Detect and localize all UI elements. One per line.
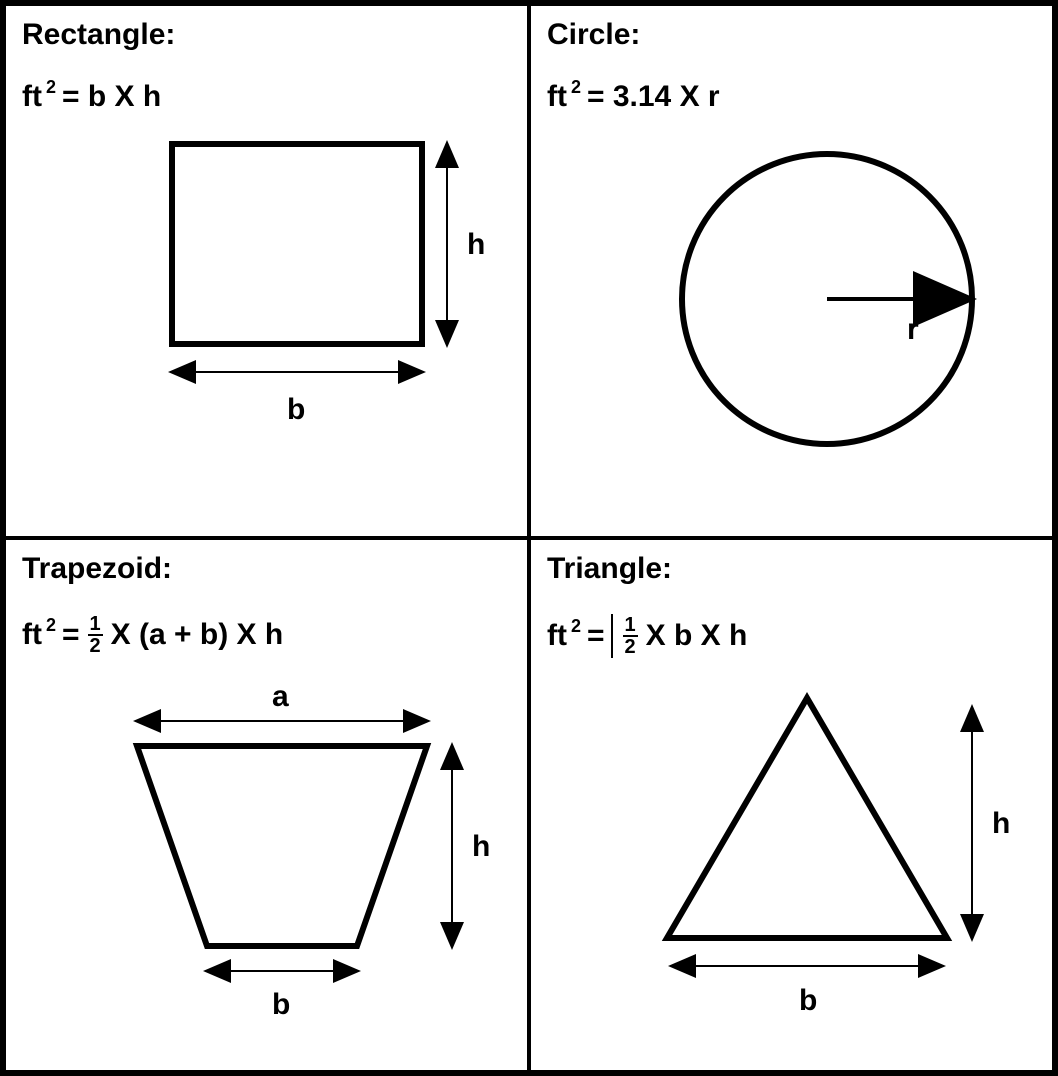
formula-rest: = 3.14 X r [587, 80, 720, 114]
label-b: b [272, 988, 290, 1021]
formula-rectangle: ft2 = b X h [22, 80, 511, 114]
shape-circle: r [547, 124, 1036, 474]
cell-rectangle: Rectangle: ft2 = b X h h [4, 4, 529, 538]
formula-circle: ft2 = 3.14 X r [547, 80, 1036, 114]
label-h: h [467, 228, 485, 261]
label-h: h [992, 807, 1010, 840]
label-b: b [287, 393, 305, 426]
formula-ft: ft [547, 619, 567, 653]
bar-icon [611, 614, 613, 658]
formula-rest: X (a + b) X h [111, 618, 284, 652]
triangle-shape [667, 698, 947, 938]
formula-ft: ft [547, 80, 567, 114]
formula-triangle: ft2 = 1 2 X b X h [547, 614, 1036, 658]
rectangle-svg: h b [22, 124, 522, 474]
title-rectangle: Rectangle: [22, 18, 511, 52]
frac-num: 1 [623, 615, 638, 637]
circle-svg: r [547, 124, 1047, 474]
label-h: h [472, 830, 490, 863]
formula-rest: X b X h [646, 619, 748, 653]
formula-ft: ft [22, 80, 42, 114]
cell-trapezoid: Trapezoid: ft2 = 1 2 X (a + b) X h [4, 538, 529, 1072]
formula-eq: = [62, 618, 80, 652]
title-circle: Circle: [547, 18, 1036, 52]
shape-triangle: h b [547, 668, 1036, 1018]
formula-grid: Rectangle: ft2 = b X h h [0, 0, 1058, 1076]
formula-rest: = b X h [62, 80, 161, 114]
shape-trapezoid: a h b [22, 666, 511, 1016]
title-triangle: Triangle: [547, 552, 1036, 586]
formula-eq: = [587, 619, 605, 653]
label-b: b [799, 984, 817, 1017]
frac-den: 2 [88, 636, 103, 656]
shape-rectangle: h b [22, 124, 511, 474]
frac-den: 2 [623, 637, 638, 657]
title-trapezoid: Trapezoid: [22, 552, 511, 586]
label-a: a [272, 680, 289, 713]
rect-shape [172, 144, 422, 344]
formula-sup: 2 [571, 616, 581, 637]
trapezoid-svg: a h b [22, 666, 522, 1026]
trapezoid-shape [137, 746, 427, 946]
formula-trapezoid: ft2 = 1 2 X (a + b) X h [22, 614, 511, 656]
fraction-half: 1 2 [88, 614, 103, 656]
formula-sup: 2 [46, 77, 56, 98]
cell-circle: Circle: ft2 = 3.14 X r r [529, 4, 1054, 538]
frac-num: 1 [88, 614, 103, 636]
fraction-half: 1 2 [623, 615, 638, 657]
formula-sup: 2 [571, 77, 581, 98]
formula-ft: ft [22, 618, 42, 652]
cell-triangle: Triangle: ft2 = 1 2 X b X h [529, 538, 1054, 1072]
triangle-svg: h b [547, 668, 1047, 1028]
formula-sup: 2 [46, 615, 56, 636]
label-r: r [907, 313, 919, 346]
